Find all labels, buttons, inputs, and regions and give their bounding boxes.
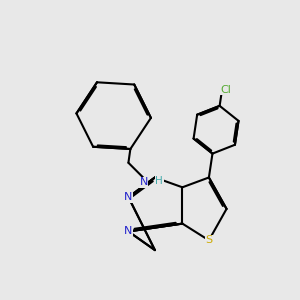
Text: N: N <box>124 226 133 236</box>
Text: S: S <box>205 235 212 245</box>
Text: N: N <box>140 177 148 188</box>
Text: H: H <box>155 176 163 186</box>
Text: Cl: Cl <box>220 85 231 95</box>
Text: N: N <box>124 192 133 202</box>
